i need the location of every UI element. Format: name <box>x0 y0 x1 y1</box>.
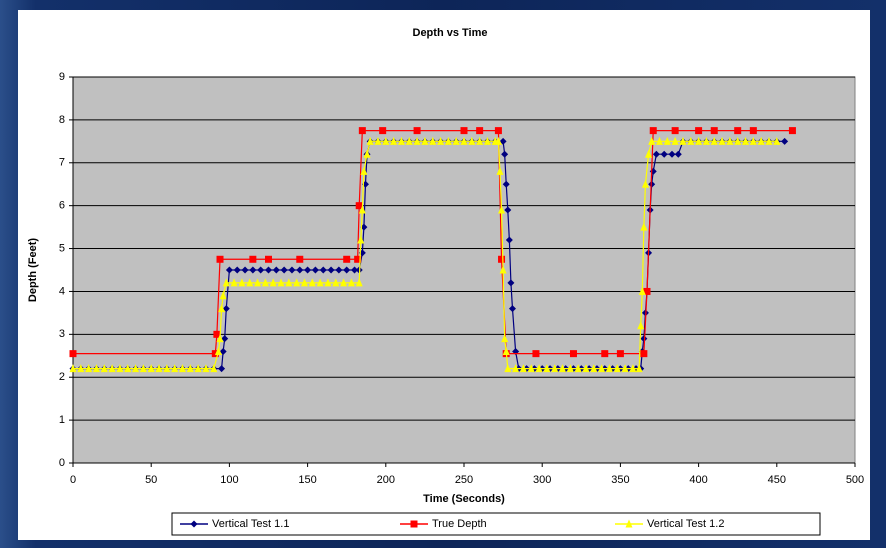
y-tick-label: 6 <box>59 200 65 212</box>
marker <box>476 127 483 134</box>
y-tick-label: 0 <box>59 457 65 469</box>
x-axis-title: Time (Seconds) <box>423 493 505 505</box>
y-tick-label: 1 <box>59 414 65 426</box>
marker <box>461 127 468 134</box>
marker <box>640 350 647 357</box>
marker <box>498 256 505 263</box>
page: {"chart_data": {"type": "line", "title":… <box>0 0 886 548</box>
x-tick-label: 450 <box>768 474 786 486</box>
marker <box>411 521 418 528</box>
marker <box>570 350 577 357</box>
y-tick-label: 3 <box>59 328 65 340</box>
y-tick-label: 8 <box>59 114 65 126</box>
chart-title: Depth vs Time <box>413 27 488 39</box>
x-tick-label: 250 <box>455 474 473 486</box>
marker <box>379 127 386 134</box>
marker <box>343 256 350 263</box>
marker <box>495 127 502 134</box>
marker <box>217 256 224 263</box>
x-tick-label: 400 <box>689 474 707 486</box>
x-tick-label: 50 <box>145 474 157 486</box>
marker <box>672 127 679 134</box>
y-tick-label: 2 <box>59 371 65 383</box>
x-tick-label: 350 <box>611 474 629 486</box>
marker <box>601 350 608 357</box>
y-axis-title: Depth (Feet) <box>27 238 39 303</box>
y-tick-label: 5 <box>59 242 65 254</box>
legend-label: True Depth <box>432 518 487 530</box>
marker <box>734 127 741 134</box>
marker <box>532 350 539 357</box>
x-tick-label: 300 <box>533 474 551 486</box>
marker <box>296 256 303 263</box>
legend-label: Vertical Test 1.2 <box>647 518 724 530</box>
marker <box>359 127 366 134</box>
chart: Depth vs Time Time (Seconds) Depth (Feet… <box>0 0 886 548</box>
legend-label: Vertical Test 1.1 <box>212 518 289 530</box>
marker <box>711 127 718 134</box>
marker <box>249 256 256 263</box>
marker <box>617 350 624 357</box>
y-tick-label: 9 <box>59 71 65 83</box>
marker <box>265 256 272 263</box>
x-tick-label: 200 <box>377 474 395 486</box>
marker <box>750 127 757 134</box>
x-tick-label: 150 <box>298 474 316 486</box>
x-tick-label: 500 <box>846 474 864 486</box>
marker <box>650 127 657 134</box>
marker <box>414 127 421 134</box>
x-tick-label: 0 <box>70 474 76 486</box>
plot-area <box>73 77 855 463</box>
y-tick-label: 4 <box>59 285 65 297</box>
marker <box>70 350 77 357</box>
x-tick-label: 100 <box>220 474 238 486</box>
marker <box>789 127 796 134</box>
marker <box>695 127 702 134</box>
y-tick-label: 7 <box>59 157 65 169</box>
